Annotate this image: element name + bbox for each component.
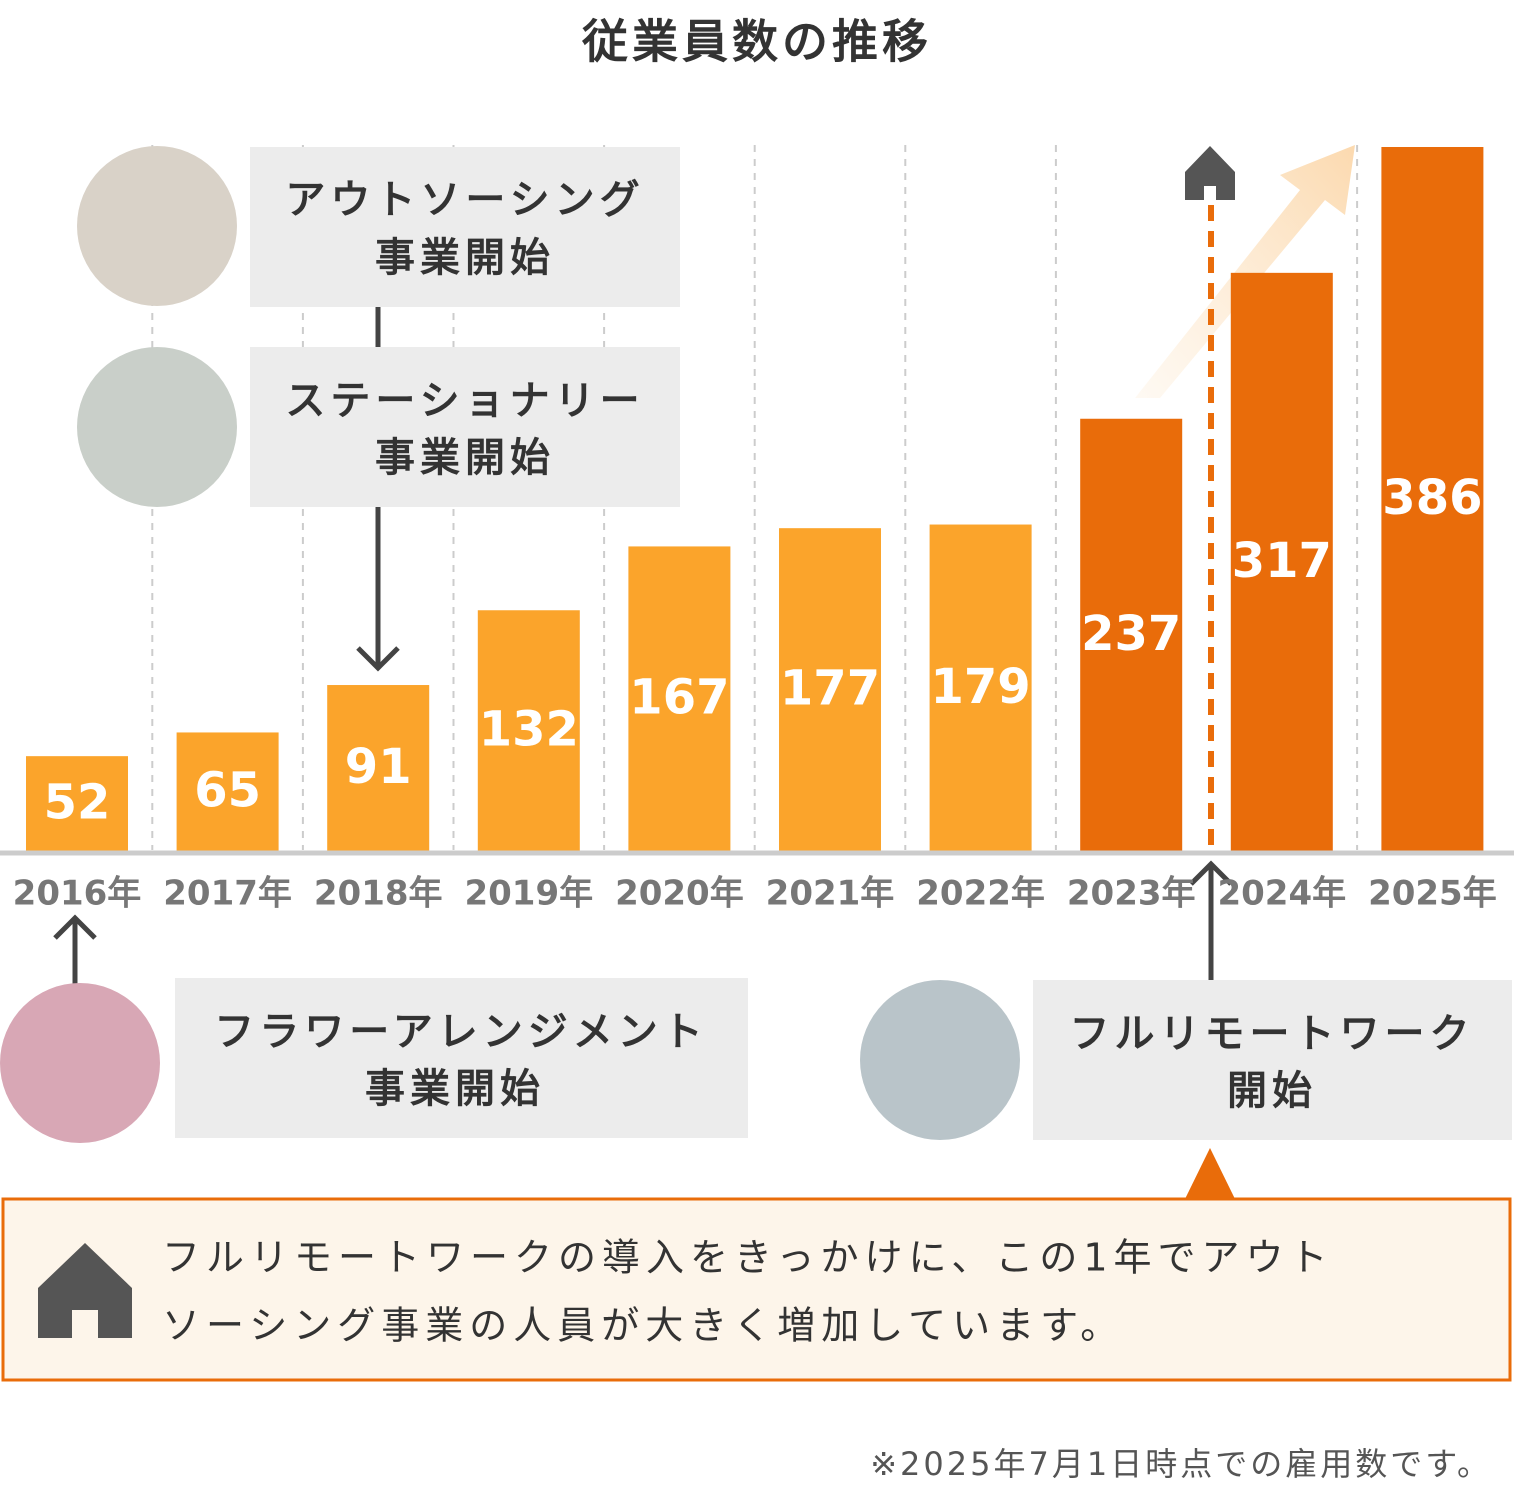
bar: [176, 732, 279, 851]
callout-text: 事業開始: [375, 235, 555, 281]
callout-text: 事業開始: [365, 1066, 545, 1112]
growth-arrow: [1135, 145, 1355, 398]
note-text: フルリモートワークの導入をきっかけに、この1年でアウト: [162, 1236, 1334, 1280]
bar: [628, 546, 731, 851]
arrow: [356, 507, 400, 672]
chart-title: 従業員数の推移: [581, 15, 932, 69]
data-label: 177: [780, 661, 880, 717]
callout-text: 事業開始: [375, 435, 555, 481]
callout-box: [175, 978, 748, 1138]
callout-text: フラワーアレンジメント: [214, 1009, 707, 1055]
callout-text: アウトソーシング: [285, 177, 644, 223]
data-label: 132: [479, 702, 579, 758]
house-icon: [1185, 146, 1235, 200]
x-tick-label: 2018年: [314, 874, 443, 914]
x-tick-label: 2022年: [916, 874, 1045, 914]
bar: [779, 528, 881, 851]
data-label: 167: [629, 670, 729, 726]
callout-text: 開始: [1227, 1068, 1317, 1114]
x-tick-label: 2025年: [1368, 874, 1497, 914]
house-icon: [38, 1243, 132, 1338]
bar: [477, 610, 580, 851]
footnote: ※2025年7月1日時点での雇用数です。: [870, 1445, 1492, 1483]
photo: [77, 146, 237, 306]
data-label: 91: [345, 739, 412, 795]
photo: [860, 980, 1020, 1140]
data-label: 237: [1081, 606, 1181, 662]
arrow: [1189, 860, 1233, 980]
x-tick-label: 2017年: [163, 874, 292, 914]
callout-box: [1033, 980, 1512, 1140]
x-tick-label: 2021年: [766, 874, 895, 914]
note-box: [1, 1197, 1512, 1382]
x-tick-label: 2020年: [615, 874, 744, 914]
x-tick-label: 2016年: [13, 874, 142, 914]
bar: [26, 756, 128, 851]
callout-text: ステーショナリー: [285, 378, 644, 424]
callout-text: フルリモートワーク: [1070, 1011, 1475, 1057]
bars: 52 65 91 132 167 177 179 237 317 386: [26, 147, 1484, 851]
callout-box: [250, 347, 680, 507]
data-label: 317: [1232, 533, 1332, 589]
note-text: ソーシング事業の人員が大きく増加しています。: [162, 1304, 1124, 1348]
bar: [929, 524, 1032, 851]
bar: [1381, 147, 1484, 851]
bar: [327, 685, 430, 851]
data-label: 179: [930, 659, 1030, 715]
x-tick-label: 2019年: [464, 874, 593, 914]
photo: [77, 347, 237, 507]
callout-box: [250, 147, 680, 307]
x-tick-label: 2024年: [1217, 874, 1346, 914]
x-tick-label: 2023年: [1067, 874, 1196, 914]
data-label: 52: [44, 775, 111, 831]
arrow: [53, 914, 97, 990]
data-label: 386: [1382, 470, 1482, 526]
note-pointer: [1185, 1148, 1235, 1199]
bar: [1230, 272, 1333, 851]
bar: [1080, 418, 1183, 851]
data-label: 65: [194, 763, 261, 819]
photo: [0, 983, 160, 1143]
